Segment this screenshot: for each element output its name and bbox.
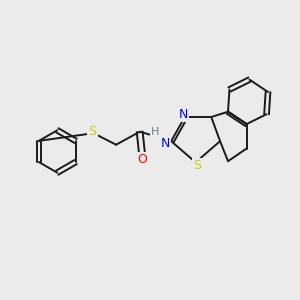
Text: S: S xyxy=(193,159,201,172)
Text: S: S xyxy=(88,125,97,138)
Text: N: N xyxy=(160,137,170,150)
Text: H: H xyxy=(151,127,159,137)
Text: O: O xyxy=(138,153,148,166)
Text: N: N xyxy=(178,108,188,121)
